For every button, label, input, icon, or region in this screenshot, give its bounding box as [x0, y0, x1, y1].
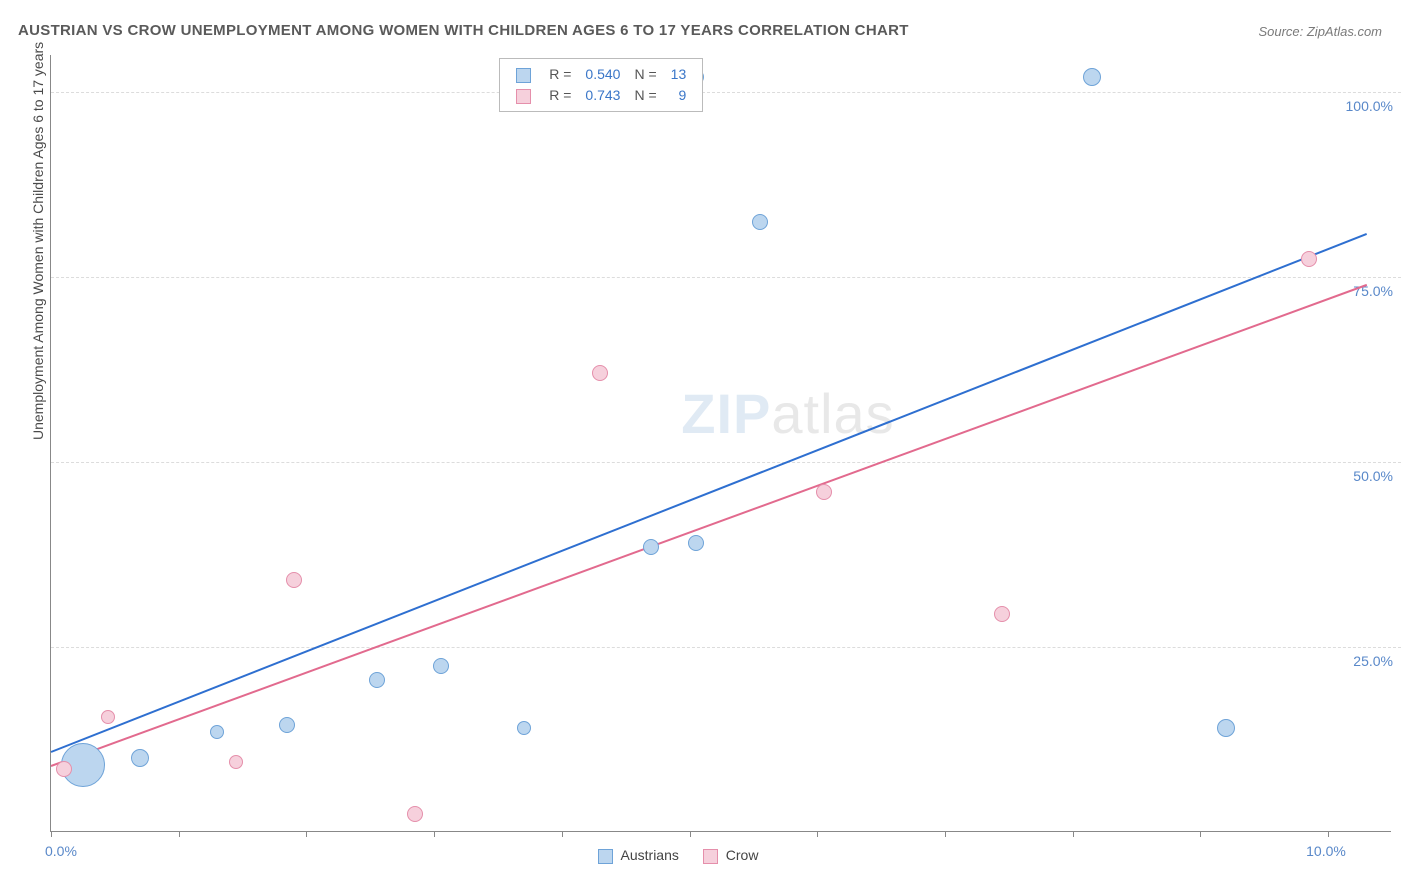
r-value: 0.540 [579, 65, 626, 84]
data-point [369, 672, 385, 688]
legend-row: R =0.743N =9 [510, 86, 692, 105]
x-tick [306, 831, 307, 837]
y-tick-label: 25.0% [1353, 653, 1393, 669]
data-point [101, 710, 115, 724]
data-point [517, 721, 531, 735]
data-point [433, 658, 449, 674]
x-tick-label: 0.0% [45, 843, 77, 859]
trend-line [51, 233, 1367, 753]
data-point [1301, 251, 1317, 267]
data-point [286, 572, 302, 588]
source-label: Source: ZipAtlas.com [1258, 24, 1382, 39]
y-axis-title: Unemployment Among Women with Children A… [30, 42, 46, 440]
data-point [210, 725, 224, 739]
legend-item: Austrians [598, 847, 678, 864]
data-point [56, 761, 72, 777]
x-tick-label: 10.0% [1306, 843, 1346, 859]
r-label: R = [543, 65, 577, 84]
watermark: ZIPatlas [681, 381, 894, 446]
x-tick [945, 831, 946, 837]
gridline [51, 462, 1401, 463]
x-tick [1200, 831, 1201, 837]
y-tick-label: 50.0% [1353, 468, 1393, 484]
data-point [279, 717, 295, 733]
data-point [131, 749, 149, 767]
data-point [688, 535, 704, 551]
r-value: 0.743 [579, 86, 626, 105]
legend-swatch [516, 89, 531, 104]
chart-title: AUSTRIAN VS CROW UNEMPLOYMENT AMONG WOME… [18, 22, 909, 39]
gridline [51, 277, 1401, 278]
legend-swatch [516, 68, 531, 83]
n-label: N = [628, 65, 662, 84]
watermark-light: atlas [771, 382, 894, 445]
legend-swatch [703, 849, 718, 864]
x-tick [51, 831, 52, 837]
data-point [752, 214, 768, 230]
gridline [51, 647, 1401, 648]
plot-area: ZIPatlas 25.0%50.0%75.0%100.0%0.0%10.0% [50, 55, 1391, 832]
n-value: 13 [665, 65, 693, 84]
x-tick [434, 831, 435, 837]
y-tick-label: 100.0% [1346, 98, 1393, 114]
x-tick [817, 831, 818, 837]
x-tick [1328, 831, 1329, 837]
trend-line [51, 284, 1367, 767]
data-point [1217, 719, 1235, 737]
x-tick [1073, 831, 1074, 837]
data-point [407, 806, 423, 822]
watermark-strong: ZIP [681, 382, 771, 445]
legend-swatch [598, 849, 613, 864]
correlation-table: R =0.540N =13R =0.743N =9 [508, 63, 694, 107]
data-point [994, 606, 1010, 622]
legend-row: R =0.540N =13 [510, 65, 692, 84]
data-point [643, 539, 659, 555]
x-tick [690, 831, 691, 837]
chart-container: AUSTRIAN VS CROW UNEMPLOYMENT AMONG WOME… [0, 0, 1406, 892]
legend-item: Crow [703, 847, 759, 864]
correlation-legend: R =0.540N =13R =0.743N =9 [499, 58, 703, 112]
data-point [1083, 68, 1101, 86]
series-legend: Austrians Crow [586, 847, 770, 864]
gridline [51, 92, 1401, 93]
legend-label: Austrians [621, 847, 679, 863]
x-tick [179, 831, 180, 837]
x-tick [562, 831, 563, 837]
data-point [816, 484, 832, 500]
legend-label: Crow [726, 847, 759, 863]
data-point [592, 365, 608, 381]
n-label: N = [628, 86, 662, 105]
data-point [229, 755, 243, 769]
n-value: 9 [665, 86, 693, 105]
r-label: R = [543, 86, 577, 105]
